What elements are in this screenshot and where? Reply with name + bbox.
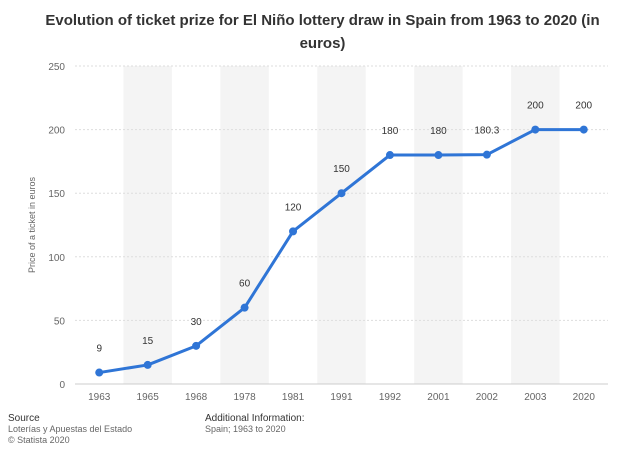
data-points [95,125,588,377]
data-labels: 9 15 30 60 120 150 180 180 180.3 200 200 [96,101,592,355]
data-point [95,368,104,377]
y-tick-label: 50 [54,316,66,327]
column-band [511,66,560,384]
source-heading: Source [8,413,40,424]
data-point [385,151,394,160]
x-tick-label: 1963 [88,392,111,403]
x-tick-labels: 1963 1965 1968 1978 1981 1991 1992 2001 2002 2003… [88,392,595,403]
data-label: 200 [575,101,592,112]
data-label: 30 [191,317,203,328]
column-bands [123,66,560,384]
x-tick-label: 2002 [476,392,499,403]
y-tick-label: 250 [48,62,65,73]
data-point [192,341,201,350]
x-tick-label: 1965 [137,392,160,403]
data-label: 120 [285,202,302,213]
column-band [220,66,269,384]
x-tick-label: 1968 [185,392,208,403]
data-point [531,125,540,134]
column-band [414,66,463,384]
additional-info-text: Spain; 1963 to 2020 [205,424,286,434]
x-tick-label: 2001 [427,392,450,403]
data-point [143,360,152,369]
column-band [317,66,366,384]
data-label: 9 [96,344,102,355]
data-point [434,151,443,160]
source-text: Loterías y Apuestas del Estado [8,424,133,434]
x-tick-label: 2020 [573,392,596,403]
source-block: Source Loterías y Apuestas del Estado © … [8,413,132,446]
gridlines [75,65,608,385]
copyright-text: © Statista 2020 [8,435,70,445]
y-tick-label: 0 [59,380,65,391]
additional-info-block: Additional Information: Spain; 1963 to 2… [205,413,305,435]
y-tick-label: 150 [48,189,65,200]
data-point [240,303,249,312]
data-label: 180 [382,126,399,137]
x-tick-label: 1991 [330,392,353,403]
additional-info-heading: Additional Information: [205,413,305,424]
data-label: 15 [142,336,154,347]
data-label: 200 [527,101,544,112]
data-label: 180 [430,126,447,137]
data-label: 60 [239,279,251,290]
data-point [337,189,346,198]
chart-title: Evolution of ticket prize for El Niño lo… [45,12,600,52]
data-label: 150 [333,164,350,175]
data-point [482,150,491,159]
data-label: 180.3 [474,126,499,137]
y-tick-label: 200 [48,126,65,137]
x-tick-label: 1978 [233,392,256,403]
data-point [579,125,588,134]
x-tick-label: 2003 [524,392,547,403]
column-band [123,66,172,384]
y-tick-labels: 0 50 100 150 200 250 [48,62,65,391]
x-tick-label: 1992 [379,392,402,403]
x-tick-label: 1981 [282,392,305,403]
data-point [289,227,298,236]
y-tick-label: 100 [48,253,65,264]
